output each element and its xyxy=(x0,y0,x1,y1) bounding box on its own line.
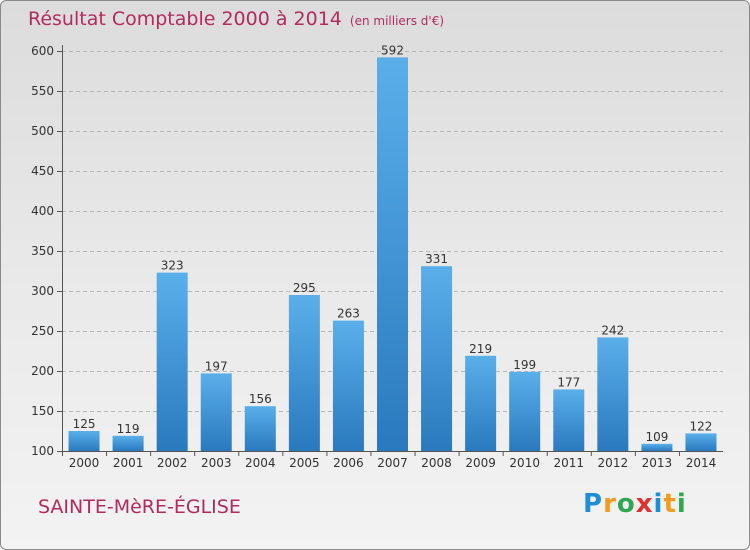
bar-2000 xyxy=(68,431,100,451)
data-label: 219 xyxy=(469,342,492,356)
data-label: 197 xyxy=(205,359,228,373)
x-tick-label: 2005 xyxy=(289,456,320,470)
data-label: 592 xyxy=(381,43,404,57)
bar-2013 xyxy=(641,443,673,451)
y-tick-label: 300 xyxy=(31,284,54,298)
bars xyxy=(68,57,717,452)
bar-2002 xyxy=(156,272,188,451)
bar-2011 xyxy=(553,389,585,451)
x-tick-label: 2014 xyxy=(686,456,717,470)
y-tick-label: 250 xyxy=(31,324,54,338)
bar-2010 xyxy=(509,371,541,451)
data-label: 156 xyxy=(249,392,272,406)
x-tick-label: 2006 xyxy=(333,456,364,470)
data-label: 331 xyxy=(425,252,448,266)
bar-2006 xyxy=(332,320,364,451)
y-tick-label: 400 xyxy=(31,204,54,218)
chart-title: Résultat Comptable 2000 à 2014 xyxy=(28,8,342,30)
x-tick-label: 2012 xyxy=(598,456,629,470)
y-tick-label: 150 xyxy=(31,404,54,418)
y-tick-label: 350 xyxy=(31,244,54,258)
x-tick-label: 2007 xyxy=(377,456,408,470)
bar-2007 xyxy=(377,57,408,452)
data-label: 323 xyxy=(161,259,184,273)
labels: 100 150 200 250 300 350 400 450 500 550 600 125 2000… xyxy=(31,43,716,470)
chart-title-block: Résultat Comptable 2000 à 2014 (en millie… xyxy=(28,8,444,30)
chart-subtitle: (en milliers d'€) xyxy=(349,14,445,28)
bar-2014 xyxy=(685,433,717,451)
y-tick-label: 600 xyxy=(31,44,54,58)
x-tick-label: 2000 xyxy=(69,456,100,470)
data-label: 109 xyxy=(645,430,668,444)
data-label: 199 xyxy=(513,358,536,372)
bar-2008 xyxy=(421,266,453,451)
x-tick-label: 2011 xyxy=(553,456,584,470)
data-label: 122 xyxy=(690,419,713,433)
x-tick-label: 2004 xyxy=(245,456,276,470)
logo-letter: t xyxy=(663,489,677,519)
data-label: 242 xyxy=(601,323,624,337)
data-label: 263 xyxy=(337,307,360,321)
data-label: 125 xyxy=(73,417,96,431)
logo-letter: i xyxy=(676,489,687,519)
y-tick-label: 450 xyxy=(31,164,54,178)
logo-letter: o xyxy=(616,489,636,519)
bar-2012 xyxy=(597,337,629,451)
bar-2001 xyxy=(112,435,144,451)
y-tick-label: 100 xyxy=(31,444,54,458)
axes xyxy=(57,45,723,456)
bar-2009 xyxy=(465,355,497,451)
x-tick-label: 2010 xyxy=(509,456,540,470)
data-label: 177 xyxy=(557,375,580,389)
y-tick-label: 550 xyxy=(31,84,54,98)
logo-letter: r xyxy=(603,489,617,519)
logo-letter: P xyxy=(583,489,604,519)
proxiti-logo: Proxiti xyxy=(583,489,687,519)
y-tick-label: 200 xyxy=(31,364,54,378)
y-tick-label: 500 xyxy=(31,124,54,138)
data-label: 119 xyxy=(117,422,140,436)
x-tick-label: 2001 xyxy=(113,456,144,470)
x-tick-label: 2009 xyxy=(465,456,496,470)
x-tick-label: 2013 xyxy=(642,456,673,470)
bar-2004 xyxy=(244,406,276,451)
x-tick-label: 2003 xyxy=(201,456,232,470)
bar-2003 xyxy=(200,373,232,451)
data-label: 295 xyxy=(293,281,316,295)
logo-letter: x xyxy=(635,489,654,519)
x-tick-label: 2002 xyxy=(157,456,188,470)
commune-name: SAINTE-MèRE-ÉGLISE xyxy=(38,496,241,518)
x-tick-label: 2008 xyxy=(421,456,452,470)
logo-letter: i xyxy=(653,489,664,519)
bar-2005 xyxy=(288,295,320,451)
